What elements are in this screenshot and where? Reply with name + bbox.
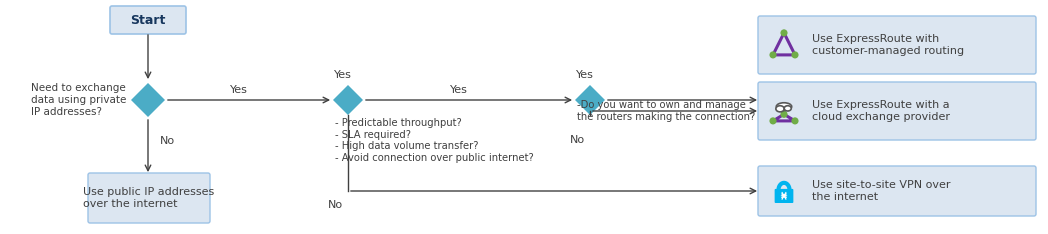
FancyBboxPatch shape bbox=[758, 166, 1036, 216]
Text: Use ExpressRoute with
customer-managed routing: Use ExpressRoute with customer-managed r… bbox=[812, 34, 964, 56]
Text: No: No bbox=[570, 135, 585, 145]
FancyBboxPatch shape bbox=[110, 6, 185, 34]
Text: Yes: Yes bbox=[450, 85, 468, 95]
FancyBboxPatch shape bbox=[88, 173, 210, 223]
Text: Use public IP addresses
over the internet: Use public IP addresses over the interne… bbox=[84, 187, 215, 209]
Text: Yes: Yes bbox=[334, 70, 352, 80]
Circle shape bbox=[770, 118, 776, 124]
Ellipse shape bbox=[784, 106, 791, 111]
Text: -Do you want to own and manage
the routers making the connection?: -Do you want to own and manage the route… bbox=[577, 100, 756, 122]
Text: - Predictable throughput?
- SLA required?
- High data volume transfer?
- Avoid c: - Predictable throughput? - SLA required… bbox=[335, 118, 533, 163]
FancyBboxPatch shape bbox=[774, 189, 793, 203]
Circle shape bbox=[781, 111, 787, 117]
Polygon shape bbox=[131, 83, 165, 117]
Ellipse shape bbox=[776, 106, 784, 112]
FancyBboxPatch shape bbox=[758, 16, 1036, 74]
Text: Yes: Yes bbox=[231, 85, 248, 95]
Text: Need to exchange
data using private
IP addresses?: Need to exchange data using private IP a… bbox=[30, 83, 126, 117]
Circle shape bbox=[781, 30, 787, 36]
Ellipse shape bbox=[777, 103, 791, 110]
Polygon shape bbox=[333, 85, 363, 115]
Text: Yes: Yes bbox=[576, 70, 594, 80]
Text: Start: Start bbox=[130, 14, 166, 26]
Polygon shape bbox=[575, 85, 605, 115]
Text: Use ExpressRoute with a
cloud exchange provider: Use ExpressRoute with a cloud exchange p… bbox=[812, 100, 949, 122]
Circle shape bbox=[770, 52, 776, 58]
Circle shape bbox=[792, 52, 798, 58]
Circle shape bbox=[792, 118, 798, 124]
Text: Use site-to-site VPN over
the internet: Use site-to-site VPN over the internet bbox=[812, 180, 951, 202]
FancyBboxPatch shape bbox=[758, 82, 1036, 140]
Text: No: No bbox=[328, 200, 343, 210]
Text: No: No bbox=[160, 136, 175, 146]
